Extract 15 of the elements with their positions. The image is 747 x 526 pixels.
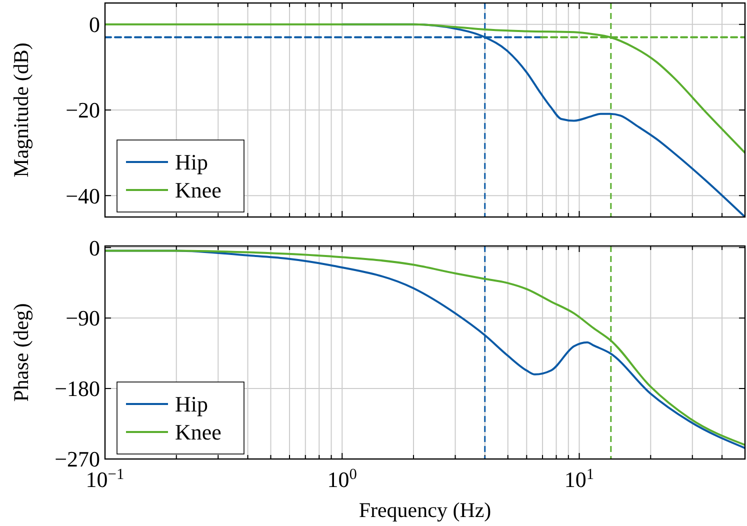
- y-axis-title: Magnitude (dB): [9, 42, 33, 178]
- legend-label: Hip: [175, 392, 208, 417]
- y-tick-label: −20: [66, 98, 100, 123]
- y-tick-label: −90: [66, 306, 100, 331]
- y-axis-title: Phase (deg): [9, 303, 33, 402]
- y-tick-label: 0: [89, 235, 100, 260]
- y-tick-label: −180: [54, 376, 100, 402]
- x-axis-title: Frequency (Hz): [358, 498, 492, 522]
- legend-label: Hip: [175, 150, 208, 175]
- legend-label: Knee: [175, 420, 222, 445]
- x-tick-label: 10$^{1}$: [564, 466, 594, 492]
- x-tick-label: 10$^{0}$: [327, 466, 358, 492]
- y-tick-label: −40: [66, 183, 100, 208]
- legend-label: Knee: [175, 178, 222, 203]
- y-tick-label: 0: [89, 12, 100, 38]
